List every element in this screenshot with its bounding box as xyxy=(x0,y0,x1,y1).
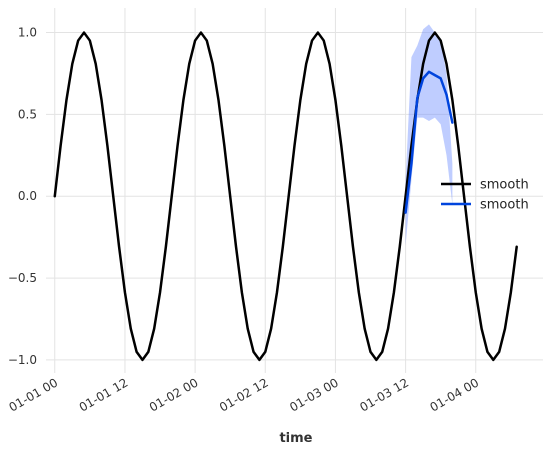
y-tick-label: 1.0 xyxy=(18,26,37,40)
x-tick-label: 01-03 00 xyxy=(287,375,341,414)
legend-label-series-1: smooth xyxy=(480,178,529,193)
x-tick-label: 01-03 12 xyxy=(357,375,411,414)
series-line-2 xyxy=(404,70,454,214)
x-tick-label: 01-04 00 xyxy=(428,375,482,414)
x-tick-label: 01-02 00 xyxy=(147,375,201,414)
x-axis-title: time xyxy=(279,431,312,446)
legend: smooth smooth xyxy=(441,178,529,213)
y-tick-label: 0.0 xyxy=(18,189,37,203)
x-tick-label: 01-01 00 xyxy=(7,375,61,414)
y-tick-label: −0.5 xyxy=(8,271,37,285)
x-tick-label: 01-01 12 xyxy=(77,375,131,414)
y-tick-label: −1.0 xyxy=(8,353,37,367)
series-lines xyxy=(53,31,518,362)
legend-label-series-2: smooth xyxy=(480,198,529,213)
x-axis-ticks: 01-01 00 01-01 12 01-02 00 01-02 12 01-03 00… xyxy=(7,375,482,414)
y-tick-label: 0.5 xyxy=(18,107,37,121)
grid xyxy=(46,8,543,373)
x-tick-label: 01-02 12 xyxy=(217,375,271,414)
y-axis-ticks: −1.0 −0.5 0.0 0.5 1.0 xyxy=(8,26,37,367)
series-line-1 xyxy=(53,31,518,362)
